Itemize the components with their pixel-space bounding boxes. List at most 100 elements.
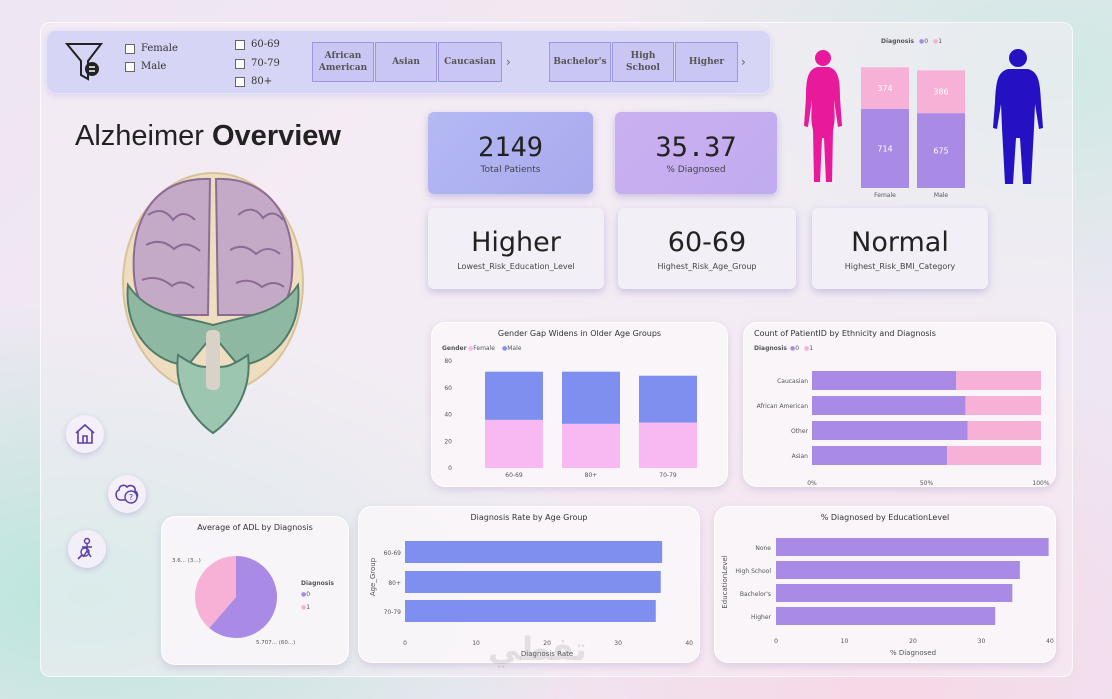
y-tick-label: 60-69 bbox=[384, 550, 402, 557]
x-tick-label: 10 bbox=[841, 638, 849, 645]
legend-male-label: Male bbox=[507, 345, 522, 352]
bar-segment bbox=[956, 371, 1041, 390]
pie-slice bbox=[209, 556, 277, 638]
x-tick-label: 20 bbox=[543, 640, 551, 647]
kpi-highest-risk-age: 60-69 Highest_Risk_Age_Group bbox=[618, 208, 796, 289]
gender-male-checkbox[interactable]: Male bbox=[125, 61, 166, 72]
ethnicity-african-american-tile[interactable]: African American bbox=[312, 42, 374, 82]
kpi-highest-risk-bmi: Normal Highest_Risk_BMI_Category bbox=[812, 208, 988, 289]
x-tick-label: 50% bbox=[920, 480, 934, 487]
gender-gap-plot: 0 20 40 60 80 60-69 80+ 70-79 bbox=[444, 358, 697, 479]
x-tick-label: 0 bbox=[774, 638, 778, 645]
education-bachelors-tile[interactable]: Bachelor's bbox=[549, 42, 611, 82]
brain-question-icon: ? bbox=[115, 484, 139, 504]
y-tick-label: 40 bbox=[444, 412, 452, 419]
age-70-79-checkbox[interactable]: 70-79 bbox=[235, 58, 280, 69]
gender-gap-chart-title: Gender Gap Widens in Older Age Groups bbox=[497, 329, 662, 338]
y-axis-title: EducationLevel bbox=[721, 555, 729, 608]
ethnicity-chart-card[interactable]: Count of PatientID by Ethnicity and Diag… bbox=[743, 322, 1056, 487]
y-tick-label: 20 bbox=[444, 438, 452, 445]
legend-diag-0: ●0 bbox=[919, 38, 929, 45]
bar-segment bbox=[812, 396, 966, 415]
age-label: 70-79 bbox=[251, 58, 280, 69]
filter-bar: Female Male 60-69 70-79 80+ African Amer… bbox=[46, 30, 771, 94]
gender-diagnosis-legend-title: Diagnosis bbox=[881, 38, 914, 45]
kpi-pct-diagnosed-label: % Diagnosed bbox=[666, 164, 726, 175]
gender-gap-chart-card[interactable]: Gender Gap Widens in Older Age Groups Ge… bbox=[431, 322, 728, 487]
bar-segment bbox=[812, 421, 968, 440]
legend-diag-1: ●1 bbox=[933, 38, 943, 45]
bar-segment bbox=[861, 108, 909, 188]
y-axis-title: Age_Group bbox=[369, 557, 377, 596]
ethnicity-caucasian-tile[interactable]: Caucasian bbox=[438, 42, 502, 82]
bar bbox=[405, 571, 661, 593]
y-tick-label: Caucasian bbox=[777, 378, 808, 385]
diagnosis-rate-age-card[interactable]: Diagnosis Rate by Age Group 60-69 80+ 70-7… bbox=[358, 506, 700, 663]
person-search-icon bbox=[77, 537, 92, 560]
x-tick-label: Female bbox=[874, 192, 896, 199]
x-tick-label: 0 bbox=[403, 640, 407, 647]
bar-segment bbox=[562, 371, 620, 424]
pie-data-label: 3.6... (3...) bbox=[172, 558, 201, 564]
patient-search-nav-button[interactable] bbox=[68, 530, 106, 568]
age-label: 80+ bbox=[251, 76, 273, 87]
kpi-lowest-edu-label: Lowest_Risk_Education_Level bbox=[457, 261, 575, 271]
diagnosis-rate-age-title: Diagnosis Rate by Age Group bbox=[470, 513, 588, 522]
legend-adl-0-label: 0 bbox=[306, 591, 311, 598]
x-tick-label: 0% bbox=[807, 480, 817, 487]
bar-segment bbox=[917, 70, 965, 114]
diagnosed-by-education-title: % Diagnosed by EducationLevel bbox=[820, 513, 950, 522]
legend-female-label: Female bbox=[473, 345, 495, 352]
legend-diag-0-label: 0 bbox=[924, 38, 929, 45]
bar-data-label: 714 bbox=[877, 144, 892, 153]
legend-adl-1: ●1 bbox=[301, 604, 311, 611]
ethnicity-asian-tile[interactable]: Asian bbox=[375, 42, 437, 82]
adl-pie-chart-title: Average of ADL by Diagnosis bbox=[197, 523, 313, 532]
age-60-69-checkbox[interactable]: 60-69 bbox=[235, 39, 280, 50]
education-scroll-right-icon[interactable]: › bbox=[741, 55, 746, 69]
kpi-lowest-edu-value: Higher bbox=[471, 226, 561, 258]
bar-segment bbox=[639, 375, 697, 423]
y-tick-label: Higher bbox=[751, 614, 771, 621]
legend-eth-1: ●1 bbox=[804, 345, 814, 352]
x-tick-label: 60-69 bbox=[505, 472, 523, 479]
x-tick-label: 30 bbox=[978, 638, 986, 645]
brain-help-nav-button[interactable]: ? bbox=[108, 475, 146, 513]
legend-adl-0: ●0 bbox=[301, 591, 311, 598]
kpi-pct-diagnosed: 35.37 % Diagnosed bbox=[615, 112, 777, 194]
legend-female: ●Female bbox=[468, 345, 495, 352]
y-tick-label: 80 bbox=[444, 358, 452, 365]
kpi-total-patients-label: Total Patients bbox=[480, 164, 541, 175]
kpi-total-patients: 2149 Total Patients bbox=[428, 112, 593, 194]
bar-data-label: 374 bbox=[877, 84, 892, 93]
female-figure-icon bbox=[804, 50, 842, 182]
bar-segment bbox=[485, 419, 543, 468]
x-tick-label: Male bbox=[934, 192, 949, 199]
bar-segment bbox=[965, 396, 1041, 415]
kpi-total-patients-value: 2149 bbox=[477, 131, 544, 163]
brain-illustration bbox=[122, 172, 304, 435]
x-axis-title: % Diagnosed bbox=[890, 649, 936, 657]
education-high-school-tile[interactable]: High School bbox=[612, 42, 674, 82]
male-figure-icon bbox=[993, 49, 1043, 184]
legend-male: ●Male bbox=[502, 345, 522, 352]
age-80-plus-checkbox[interactable]: 80+ bbox=[235, 76, 272, 87]
ethnicity-legend-title: Diagnosis bbox=[754, 345, 787, 352]
home-nav-button[interactable] bbox=[66, 415, 104, 453]
diagnosis-rate-age-plot: 60-69 80+ 70-79 0 10 20 30 40 Diagnosis Rate Age_… bbox=[369, 541, 693, 658]
bar-segment bbox=[639, 422, 697, 468]
diagnosed-by-education-card[interactable]: % Diagnosed by EducationLevel None High S… bbox=[714, 506, 1056, 663]
legend-eth-1-label: 1 bbox=[809, 345, 814, 352]
x-tick-label: 100% bbox=[1032, 480, 1049, 487]
filter-funnel-icon[interactable] bbox=[65, 41, 105, 85]
page-title-light: Alzheimer bbox=[75, 120, 204, 152]
ethnicity-scroll-right-icon[interactable]: › bbox=[506, 55, 511, 69]
bar-data-label: 675 bbox=[933, 147, 948, 156]
gender-female-checkbox[interactable]: Female bbox=[125, 43, 178, 54]
gender-gap-legend-title: Gender bbox=[442, 345, 467, 352]
adl-pie-chart-card[interactable]: Average of ADL by Diagnosis 5.707... (60… bbox=[161, 516, 349, 665]
bar bbox=[405, 541, 663, 563]
y-tick-label: None bbox=[755, 545, 771, 552]
pie-slice bbox=[195, 556, 236, 629]
education-higher-tile[interactable]: Higher bbox=[675, 42, 738, 82]
